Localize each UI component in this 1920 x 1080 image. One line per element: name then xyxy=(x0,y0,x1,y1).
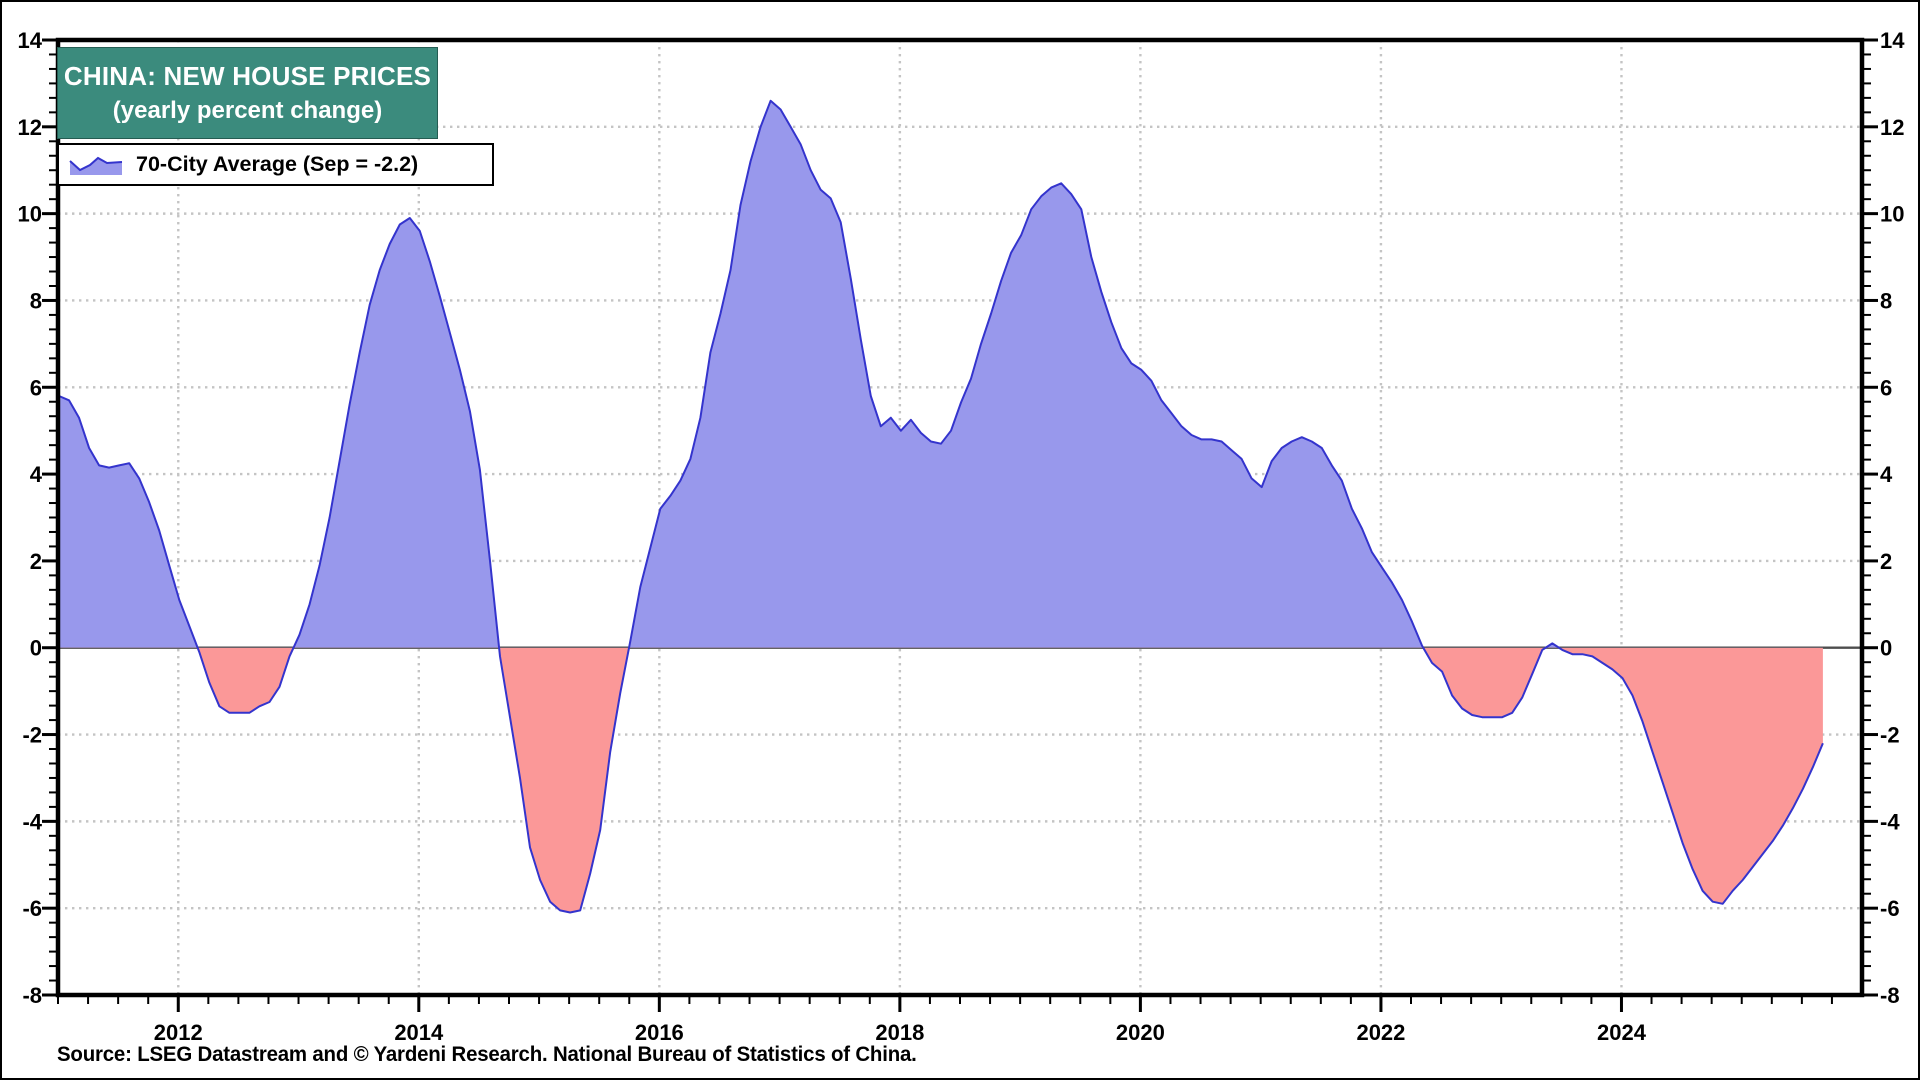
legend-label: 70-City Average (Sep = -2.2) xyxy=(136,152,419,176)
x-axis-year-label: 2014 xyxy=(394,1020,444,1045)
source-text: Source: LSEG Datastream and © Yardeni Re… xyxy=(57,1042,917,1066)
x-axis-year-label: 2020 xyxy=(1116,1020,1165,1045)
axis-labels: -8 -8 -6 -6 -4 -4 -2 -2 0 0 2 2 4 4 6 6 8 8 10 10 12 12 14 14 20… xyxy=(18,28,1906,1045)
y-axis-label-right: -6 xyxy=(1880,896,1900,921)
chart-subtitle: (yearly percent change) xyxy=(112,97,383,124)
chart-title: CHINA: NEW HOUSE PRICES xyxy=(63,61,432,91)
y-axis-label-left: -8 xyxy=(22,983,42,1008)
y-axis-label-left: -6 xyxy=(22,896,42,921)
y-axis-label-right: 6 xyxy=(1880,375,1892,400)
y-axis-label-left: 0 xyxy=(30,636,42,661)
series-line xyxy=(58,99,1824,914)
y-axis-label-left: 12 xyxy=(18,115,42,140)
chart-title-box: CHINA: NEW HOUSE PRICES (yearly percent … xyxy=(57,47,438,139)
y-axis-label-right: -2 xyxy=(1880,723,1900,748)
y-axis-label-left: 2 xyxy=(30,549,42,574)
area-positive xyxy=(59,100,1823,648)
x-axis-year-label: 2024 xyxy=(1597,1020,1647,1045)
legend-box: 70-City Average (Sep = -2.2) xyxy=(57,143,494,186)
y-axis-label-left: 14 xyxy=(18,28,43,53)
x-axis-year-label: 2018 xyxy=(875,1020,924,1045)
y-axis-label-right: 4 xyxy=(1880,462,1893,487)
y-axis-label-right: 12 xyxy=(1880,115,1904,140)
x-axis-year-label: 2022 xyxy=(1356,1020,1405,1045)
area-negative xyxy=(197,647,1823,913)
axis-ticks xyxy=(42,38,1878,1012)
y-axis-label-left: 10 xyxy=(18,202,42,227)
y-axis-label-right: 10 xyxy=(1880,202,1904,227)
y-axis-label-left: 8 xyxy=(30,288,42,313)
y-axis-label-left: -4 xyxy=(22,809,42,834)
y-axis-label-right: 0 xyxy=(1880,636,1892,661)
y-axis-label-left: -2 xyxy=(22,723,42,748)
y-axis-label-right: -8 xyxy=(1880,983,1900,1008)
y-axis-label-right: 14 xyxy=(1880,28,1905,53)
x-axis-year-label: 2016 xyxy=(635,1020,684,1045)
y-axis-label-right: -4 xyxy=(1880,809,1900,834)
y-axis-label-left: 6 xyxy=(30,375,42,400)
series-areas xyxy=(59,100,1823,913)
x-axis-year-label: 2012 xyxy=(154,1020,203,1045)
y-axis-label-right: 2 xyxy=(1880,549,1892,574)
y-axis-label-right: 8 xyxy=(1880,288,1892,313)
y-axis-label-left: 4 xyxy=(30,462,43,487)
area-series-icon xyxy=(69,156,123,175)
